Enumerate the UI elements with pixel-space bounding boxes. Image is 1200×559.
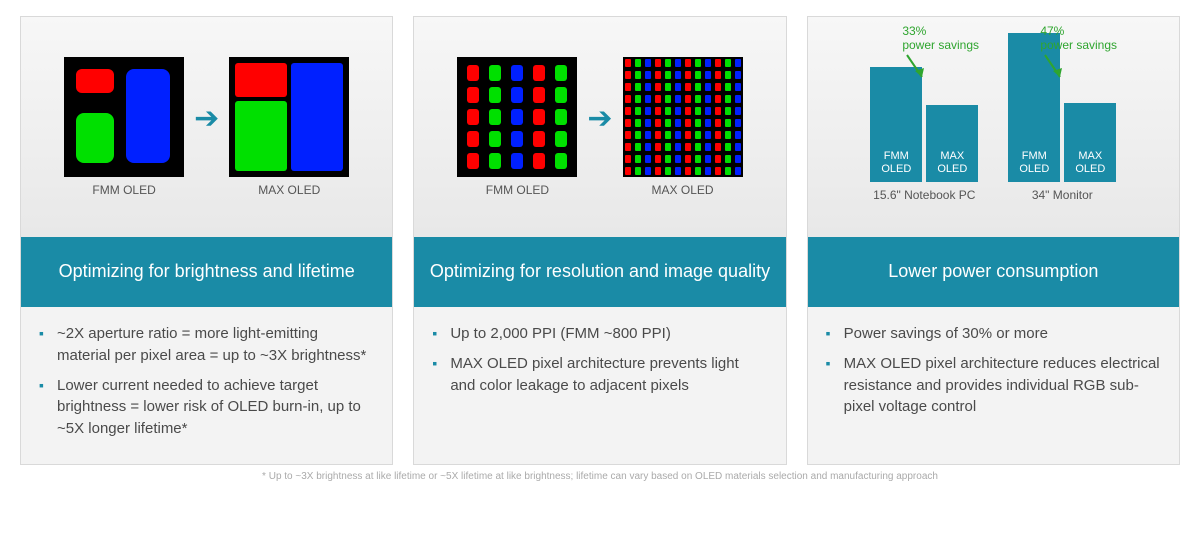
arrow-right-icon: ➔ [194, 101, 219, 136]
bar: FMMOLED [870, 67, 922, 182]
panel-power-title: Lower power consumption [808, 237, 1179, 307]
fmm-caption: FMM OLED [92, 183, 155, 197]
arrow-down-icon [902, 53, 942, 83]
max-grid-diagram: MAX OLED [623, 57, 743, 197]
max-grid-svg [623, 57, 743, 177]
bar-group-caption: 34" Monitor [1032, 188, 1093, 202]
panels-row: FMM OLED ➔ MAX OLED Optimizing for brigh… [20, 16, 1180, 465]
fmm-pixel-svg [64, 57, 184, 177]
bar-group-caption: 15.6" Notebook PC [873, 188, 975, 202]
panel-brightness-illustration: FMM OLED ➔ MAX OLED [21, 17, 392, 237]
savings-annotation: 33%power savings [902, 24, 992, 83]
panel-resolution: FMM OLED ➔ MAX OLED Optimizing for resol… [413, 16, 786, 465]
bullet-item: MAX OLED pixel architecture prevents lig… [432, 353, 767, 397]
max-caption: MAX OLED [258, 183, 320, 197]
bullet-item: MAX OLED pixel architecture reduces elec… [826, 353, 1161, 418]
panel-brightness-bullets: ~2X aperture ratio = more light-emitting… [21, 307, 392, 464]
fmm-pixel-diagram: FMM OLED [64, 57, 184, 197]
panel-brightness: FMM OLED ➔ MAX OLED Optimizing for brigh… [20, 16, 393, 465]
panel-resolution-title: Optimizing for resolution and image qual… [414, 237, 785, 307]
panel-brightness-title: Optimizing for brightness and lifetime [21, 237, 392, 307]
panel-power-illustration: FMMOLEDMAXOLED33%power savings15.6" Note… [808, 17, 1179, 237]
panel-resolution-bullets: Up to 2,000 PPI (FMM ~800 PPI) MAX OLED p… [414, 307, 785, 464]
max-pixel-svg [229, 57, 349, 177]
max-pixel-diagram: MAX OLED [229, 57, 349, 197]
bullet-item: ~2X aperture ratio = more light-emitting… [39, 323, 374, 367]
panel-resolution-illustration: FMM OLED ➔ MAX OLED [414, 17, 785, 237]
arrow-right-icon: ➔ [587, 101, 612, 136]
bullet-item: Up to 2,000 PPI (FMM ~800 PPI) [432, 323, 767, 345]
bullet-item: Lower current needed to achieve target b… [39, 375, 374, 440]
bar-group: FMMOLEDMAXOLED47%power savings34" Monito… [1008, 32, 1116, 202]
fmm-grid-svg [457, 57, 577, 177]
panel-power: FMMOLEDMAXOLED33%power savings15.6" Note… [807, 16, 1180, 465]
bullet-item: Power savings of 30% or more [826, 323, 1161, 345]
footnote: * Up to ~3X brightness at like lifetime … [20, 471, 1180, 482]
arrow-down-icon [1040, 53, 1080, 83]
max-grid-caption: MAX OLED [652, 183, 714, 197]
bar: MAXOLED [1064, 103, 1116, 182]
panel-power-bullets: Power savings of 30% or more MAX OLED pix… [808, 307, 1179, 464]
bar-group: FMMOLEDMAXOLED33%power savings15.6" Note… [870, 32, 978, 202]
savings-annotation: 47%power savings [1040, 24, 1130, 83]
bar: MAXOLED [926, 105, 978, 182]
fmm-grid-diagram: FMM OLED [457, 57, 577, 197]
fmm-grid-caption: FMM OLED [486, 183, 549, 197]
